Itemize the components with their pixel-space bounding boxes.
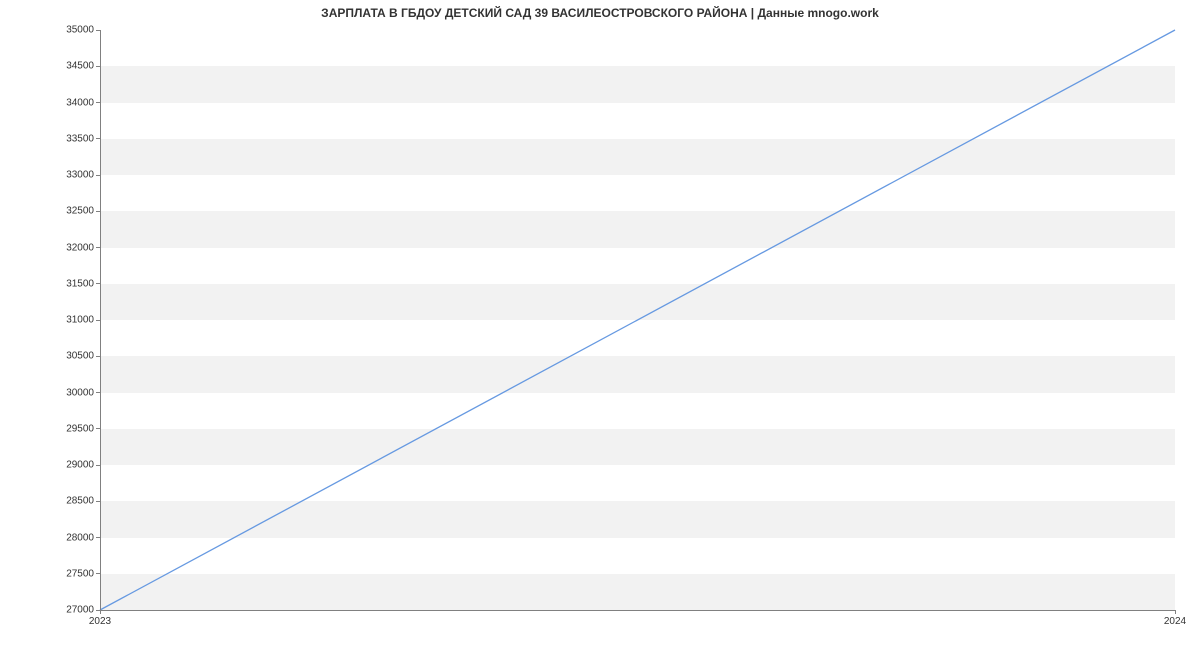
chart-title: ЗАРПЛАТА В ГБДОУ ДЕТСКИЙ САД 39 ВАСИЛЕОС… [0, 6, 1200, 20]
y-tick-mark [96, 573, 100, 574]
y-tick-label: 31500 [66, 278, 94, 289]
y-tick-label: 34000 [66, 97, 94, 108]
y-tick-label: 35000 [66, 25, 94, 36]
x-tick-label: 2023 [89, 616, 111, 627]
x-tick-mark [1175, 610, 1176, 614]
y-tick-label: 31000 [66, 315, 94, 326]
y-tick-mark [96, 66, 100, 67]
y-tick-label: 28500 [66, 496, 94, 507]
y-tick-label: 30500 [66, 351, 94, 362]
y-tick-label: 33000 [66, 170, 94, 181]
y-tick-mark [96, 138, 100, 139]
y-tick-mark [96, 247, 100, 248]
y-tick-mark [96, 356, 100, 357]
x-tick-mark [100, 610, 101, 614]
y-tick-label: 32500 [66, 206, 94, 217]
plot-area: 2700027500280002850029000295003000030500… [100, 30, 1175, 610]
series-line [100, 30, 1175, 610]
y-tick-mark [96, 30, 100, 31]
y-tick-label: 33500 [66, 133, 94, 144]
y-tick-mark [96, 175, 100, 176]
y-tick-mark [96, 428, 100, 429]
y-tick-mark [96, 102, 100, 103]
y-tick-label: 29500 [66, 423, 94, 434]
y-tick-mark [96, 283, 100, 284]
y-tick-mark [96, 320, 100, 321]
y-tick-label: 27000 [66, 605, 94, 616]
y-tick-label: 27500 [66, 568, 94, 579]
y-tick-label: 34500 [66, 61, 94, 72]
chart-container: ЗАРПЛАТА В ГБДОУ ДЕТСКИЙ САД 39 ВАСИЛЕОС… [0, 0, 1200, 650]
y-tick-mark [96, 537, 100, 538]
y-tick-label: 32000 [66, 242, 94, 253]
y-tick-label: 28000 [66, 532, 94, 543]
y-tick-label: 29000 [66, 460, 94, 471]
x-axis [100, 610, 1175, 611]
y-tick-mark [96, 465, 100, 466]
y-tick-label: 30000 [66, 387, 94, 398]
y-tick-mark [96, 501, 100, 502]
x-tick-label: 2024 [1164, 616, 1186, 627]
y-axis [100, 30, 101, 610]
line-layer [100, 30, 1175, 610]
y-tick-mark [96, 392, 100, 393]
y-tick-mark [96, 211, 100, 212]
